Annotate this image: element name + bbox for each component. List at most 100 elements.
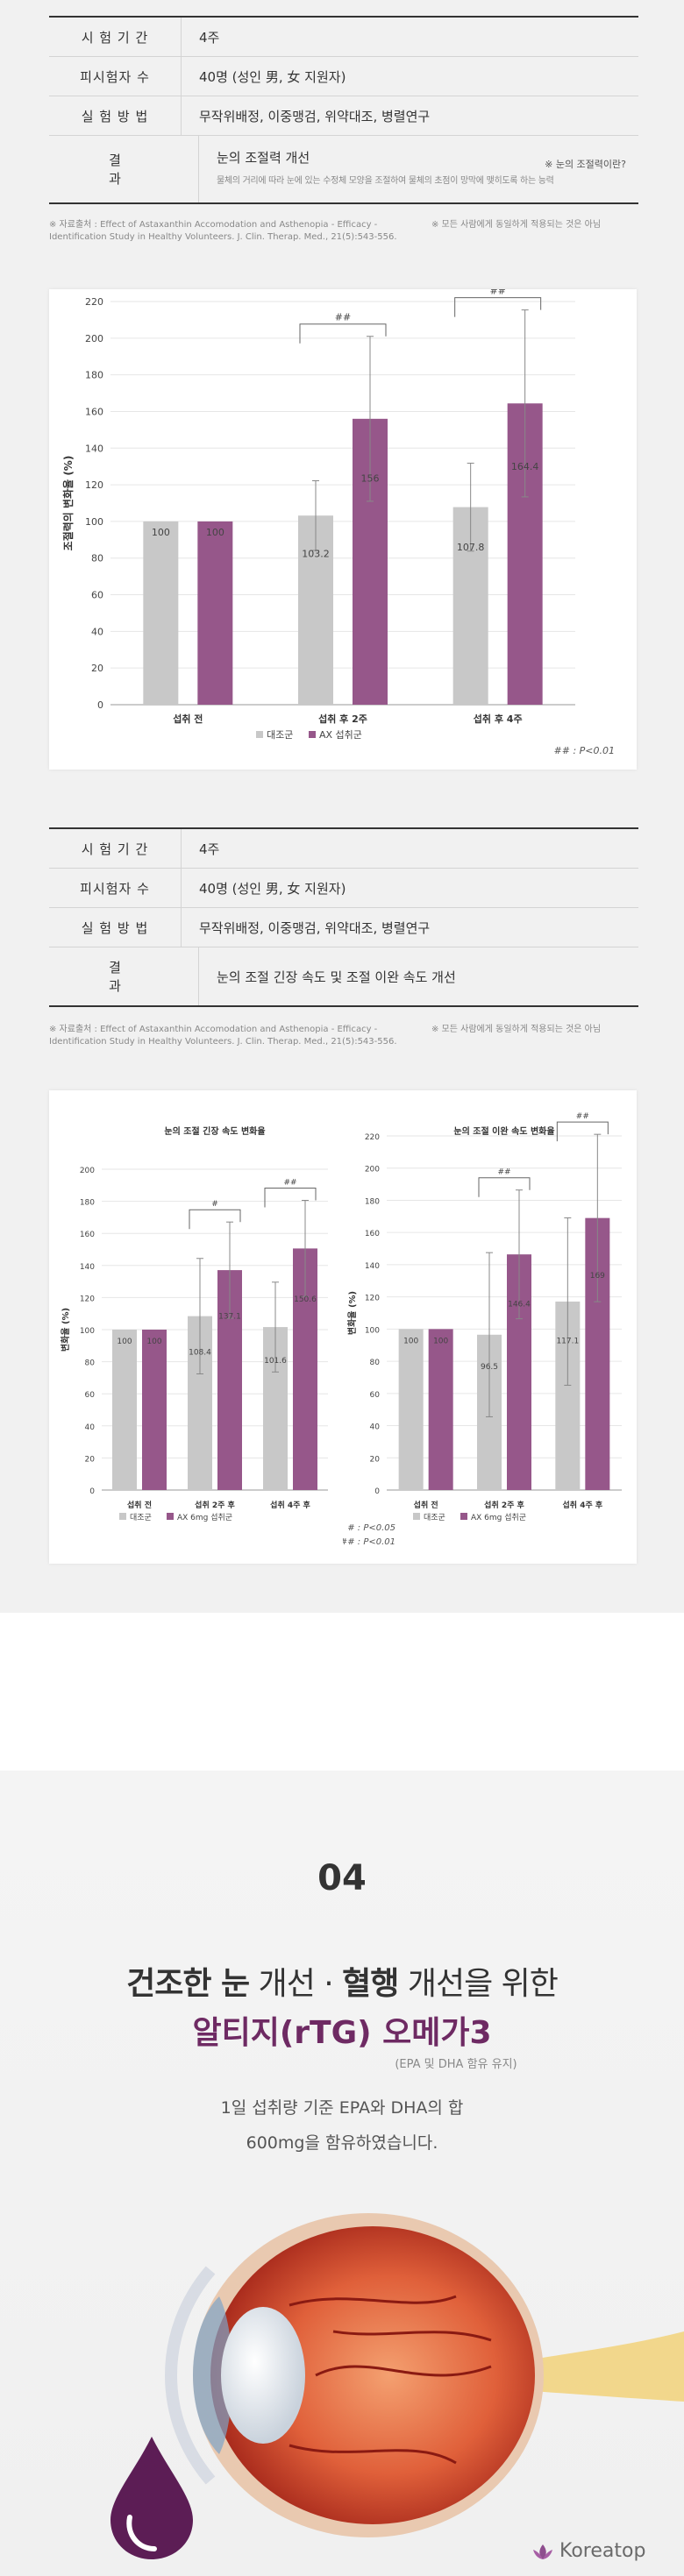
y-axis-label: 변화율 (%) [60,1308,71,1352]
headline: 건조한 눈 개선 · 혈행 개선을 위한 [0,1958,684,2004]
headline-text-2: 개선을 위한 [398,1966,559,2002]
bar [197,521,233,705]
y-tick-label: 60 [370,1391,381,1400]
tension-speed-chart: 0 20 40 60 80 100 120 140 160 180 200 변화율 (%) 눈의 조절 … [60,1125,328,1522]
legend-label: AX 섭취군 [319,729,362,741]
description-line-1: 1일 섭취량 기준 EPA와 DHA의 합 [220,2098,464,2118]
y-tick-label: 200 [365,1166,380,1174]
y-tick-label: 180 [365,1197,380,1206]
data-label: 100 [206,527,224,538]
brand-name: Koreatop [559,2540,646,2562]
significance-bracket [556,1121,609,1142]
chart-title: 눈의 조절 긴장 속도 변화율 [164,1125,265,1137]
data-label: 100 [403,1337,418,1345]
table-row: 피시험자 수 40명 (성인 男, 女 지원자) [49,57,638,96]
section-number: 04 [317,1858,367,1898]
product-sub: (EPA 및 DHA 함유 유지) [0,2054,684,2071]
oil-drop-icon [110,2437,193,2559]
y-tick-label: 140 [85,443,103,454]
data-label: 101.6 [264,1357,287,1366]
data-label: 117.1 [556,1337,579,1345]
lotus-icon [533,2544,552,2559]
table-row: 실 험 방 법 무작위배정, 이중맹검, 위약대조, 병렬연구 [49,96,638,136]
legend-swatch [460,1513,467,1520]
y-tick-label: 140 [365,1262,380,1271]
y-tick-label: 0 [374,1487,380,1496]
headline-bold-1: 건조한 눈 [126,1966,250,2002]
y-tick-label: 0 [97,699,103,711]
disclaimer-note: ※ 모든 사람에게 동일하게 적용되는 것은 아님 [431,1025,602,1034]
x-tick-label: 섭취 2주 후 [484,1500,524,1510]
x-tick-label: 섭취 2주 후 [195,1500,235,1510]
row-value: 눈의 조절 긴장 속도 및 조절 이완 속도 개선 [198,947,638,1005]
data-label: 100 [146,1338,161,1346]
row-label: 시 험 기 간 [81,29,149,46]
legend-label: 대조군 [267,729,293,741]
y-axis-label: 변화율 (%) [346,1291,358,1335]
y-tick-label: 40 [85,1423,96,1432]
data-label: 150.6 [294,1295,317,1304]
y-tick-label: 20 [85,1455,96,1464]
disclaimer-note: ※ 모든 사람에게 동일하게 적용되는 것은 아님 [431,220,602,230]
headline-bold-2: 혈행 [342,1966,399,2002]
headline-text-1: 개선 · [249,1966,343,2002]
bar [142,1330,167,1490]
significance-mark: ## [335,312,351,323]
data-label: 146.4 [508,1300,531,1309]
study-table-1: 시 험 기 간 4주 피시험자 수 40명 (성인 男, 女 지원자) 실 험 … [49,16,638,204]
y-tick-label: 200 [85,333,103,344]
data-label: 137.1 [218,1312,241,1321]
y-tick-label: 40 [91,626,103,637]
y-tick-label: 0 [89,1487,95,1496]
product-sub-text: (EPA 및 DHA 함유 유지) [395,2058,517,2071]
source-note: ※ 자료출처 : Effect of Astaxanthin Accomodat… [49,220,397,242]
row-value: 무작위배정, 이중맹검, 위약대조, 병렬연구 [181,908,638,947]
y-tick-label: 40 [370,1423,381,1432]
accommodation-chart: 0 20 40 60 80 100 120 140 160 180 200 220 조절력의 변화율 (… [61,286,615,756]
x-tick-label: 섭취 4주 후 [270,1500,310,1510]
footnote: ## : P<0.01 [554,745,615,756]
legend-label: AX 6mg 섭취군 [471,1513,526,1522]
significance-mark: ## [283,1179,296,1188]
x-tick-label: 섭취 후 4주 [474,713,523,725]
bar [143,521,179,705]
significance-mark: # [211,1200,218,1209]
legend-label: AX 6mg 섭취군 [177,1513,232,1522]
y-tick-label: 60 [85,1391,96,1400]
data-label: 108.4 [189,1348,211,1357]
legend-label: 대조군 [130,1513,152,1522]
x-tick-label: 섭취 전 [127,1500,152,1510]
y-tick-label: 100 [80,1327,95,1336]
study-table-2: 시 험 기 간 4주 피시험자 수 40명 (성인 男, 女 지원자) 실 험 … [49,827,638,1007]
eye-illustration [165,2213,684,2537]
brand-logo: Koreatop [530,2540,645,2562]
source-note: ※ 자료출처 : Effect of Astaxanthin Accomodat… [49,1025,397,1047]
legend-swatch [309,731,316,738]
significance-mark: ## [489,289,505,297]
y-tick-label: 140 [80,1263,95,1272]
legend-swatch [413,1513,420,1520]
legend-swatch [256,731,263,738]
legend-swatch [167,1513,174,1520]
row-label: 결 과 [109,153,156,187]
significance-mark: ## [497,1168,510,1177]
row-value: 40명 (성인 男, 女 지원자) [181,57,638,96]
bar [398,1329,424,1490]
row-label: 실 험 방 법 [81,108,149,124]
legend-label: 대조군 [424,1513,445,1522]
product-name: 알티지(rTG) 오메가3 [192,2015,492,2051]
row-value: 무작위배정, 이중맹검, 위약대조, 병렬연구 [181,96,638,135]
table-row: 결 과 눈의 조절 긴장 속도 및 조절 이완 속도 개선 [49,947,638,1007]
y-tick-label: 20 [91,663,103,674]
y-tick-label: 120 [365,1295,380,1303]
row-value: 4주 [181,18,638,56]
y-tick-label: 180 [80,1199,95,1208]
row-label: 결 과 [109,960,156,994]
y-tick-label: 160 [365,1230,380,1238]
bar [112,1330,137,1490]
data-label: 100 [152,527,170,538]
table-row: 실 험 방 법 무작위배정, 이중맹검, 위약대조, 병렬연구 [49,908,638,947]
callout-text: 물체의 거리에 따라 눈에 있는 수정체 모양을 조절하여 물체의 초점이 망막… [217,176,554,186]
y-tick-label: 220 [365,1133,380,1142]
relaxation-speed-chart: 0 20 40 60 80 100 120 140 160 180 200 220 변화율 (%) 눈의 … [343,1112,622,1547]
